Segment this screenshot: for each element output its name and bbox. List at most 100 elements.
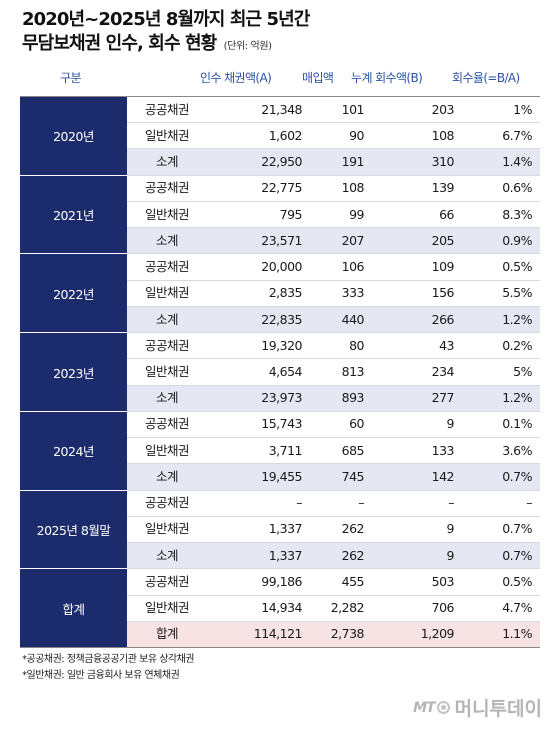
cell-type: 일반채권 (144, 442, 190, 458)
cell-recovery: 66 (439, 206, 454, 222)
table-row: 공공채권 15,743 60 9 0.1% (127, 412, 540, 439)
cell-acquisition: 1,337 (268, 521, 303, 537)
cell-rate: 1.2% (502, 390, 532, 406)
cell-type: 소계 (155, 468, 179, 484)
cell-rate: – (526, 495, 532, 511)
cell-rate: 6.7% (502, 127, 532, 143)
cell-type: 공공채권 (144, 337, 190, 353)
cell-type: 소계 (155, 390, 179, 406)
cell-rate: 4.7% (502, 600, 532, 616)
cell-type: 일반채권 (144, 521, 190, 537)
unit-note: (단위: 억원) (223, 41, 272, 52)
cell-type: 공공채권 (144, 495, 190, 511)
cell-acquisition: 99,186 (261, 573, 302, 589)
footnote-general: *일반채권: 일반 금융회사 보유 연체채권 (22, 670, 180, 681)
cell-purchase: 80 (349, 337, 364, 353)
cell-rate: 0.7% (502, 547, 532, 563)
title-block: 2020년~2025년 8월까지 최근 5년간 무담보채권 인수, 회수 현황 … (22, 8, 310, 59)
cell-purchase: 2,738 (330, 626, 365, 642)
table-bottom-rule (20, 647, 540, 648)
year-group: 2025년 8월말 공공채권 – – – – 일반채권 1,337 262 9 0.7% 소계 1,33… (20, 490, 540, 570)
subtotal-row: 소계 23,571 207 205 0.9% (127, 228, 540, 255)
cell-acquisition: 15,743 (261, 416, 302, 432)
cell-acquisition: 22,835 (261, 311, 302, 327)
cell-recovery: 706 (431, 600, 455, 616)
table-row: 공공채권 99,186 455 503 0.5% (127, 569, 540, 596)
cell-acquisition: 23,571 (261, 232, 302, 248)
year-label: 2022년 (20, 254, 127, 334)
cell-recovery: 139 (431, 180, 455, 196)
year-group: 합계 공공채권 99,186 455 503 0.5% 일반채권 14,934 2,282 706… (20, 569, 540, 649)
cell-purchase: 207 (341, 232, 365, 248)
table-row: 일반채권 14,934 2,282 706 4.7% (127, 596, 540, 622)
cell-recovery: – (448, 495, 454, 511)
cell-rate: 5.5% (502, 285, 532, 301)
year-group: 2020년 공공채권 21,348 101 203 1% 일반채권 1,602 90 108 6.7… (20, 97, 540, 176)
cell-recovery: 1,209 (420, 626, 455, 642)
cell-purchase: 262 (341, 521, 365, 537)
table-row: 공공채권 20,000 106 109 0.5% (127, 254, 540, 281)
cell-rate: 1% (513, 101, 532, 117)
cell-recovery: 203 (431, 101, 455, 117)
table-row: 일반채권 4,654 813 234 5% (127, 359, 540, 386)
subtotal-row: 소계 19,455 745 142 0.7% (127, 464, 540, 491)
cell-rate: 1.1% (502, 626, 532, 642)
cell-purchase: 2,282 (330, 600, 365, 616)
cell-rate: 3.6% (502, 442, 532, 458)
cell-purchase: 893 (341, 390, 365, 406)
cell-recovery: 266 (431, 311, 455, 327)
cell-purchase: 813 (341, 364, 365, 379)
cell-purchase: 745 (341, 468, 365, 484)
cell-rate: 0.5% (502, 259, 532, 275)
cell-acquisition: 1,337 (268, 547, 303, 563)
publisher-logo: MT 머니투데이 (413, 694, 542, 721)
cell-type: 일반채권 (144, 127, 190, 143)
year-label: 2021년 (20, 175, 127, 255)
footnote-public: *공공채권: 정책금융공공기관 보유 상각채권 (22, 654, 195, 665)
logo-circle-icon (436, 701, 450, 714)
cell-acquisition: 23,973 (261, 390, 302, 406)
title-main: 무담보채권 인수, 회수 현황 (22, 33, 217, 54)
cell-recovery: 9 (446, 416, 455, 432)
cell-acquisition: 21,348 (261, 101, 302, 117)
table-header: 구분 인수 채권액(A) 매입액 누계 회수액(B) 회수율(=B/A) (20, 69, 540, 89)
cell-type: 공공채권 (144, 416, 190, 432)
subtotal-row: 합계 114,121 2,738 1,209 1.1% (127, 621, 540, 649)
cell-acquisition: 3,711 (268, 442, 303, 458)
cell-acquisition: 14,934 (261, 600, 302, 616)
cell-acquisition: 795 (279, 206, 303, 222)
cell-rate: 0.2% (502, 337, 532, 353)
cell-type: 소계 (155, 154, 179, 170)
footnotes: *공공채권: 정책금융공공기관 보유 상각채권 *일반채권: 일반 금융회사 보… (22, 652, 195, 684)
cell-purchase: 262 (341, 547, 365, 563)
title-line-1: 2020년~2025년 8월까지 최근 5년간 (22, 9, 310, 30)
cell-purchase: 90 (349, 127, 364, 143)
cell-recovery: 205 (431, 232, 455, 248)
year-label: 합계 (20, 569, 127, 649)
header-purchase: 매입액 (302, 71, 334, 85)
cell-acquisition: 114,121 (253, 626, 303, 642)
cell-purchase: 440 (341, 311, 365, 327)
header-category: 구분 (60, 71, 81, 85)
cell-type: 공공채권 (144, 259, 190, 275)
year-label: 2023년 (20, 333, 127, 412)
cell-rate: 8.3% (502, 206, 532, 222)
cell-type: 소계 (155, 547, 179, 563)
cell-acquisition: 22,775 (261, 180, 302, 196)
cell-purchase: 685 (341, 442, 365, 458)
cell-recovery: 108 (431, 127, 455, 143)
cell-purchase: 99 (349, 206, 364, 222)
cell-acquisition: 1,602 (268, 127, 303, 143)
cell-recovery: 310 (431, 154, 455, 170)
cell-type: 소계 (155, 311, 179, 327)
cell-rate: 0.9% (502, 232, 532, 248)
cell-purchase: 108 (341, 180, 365, 196)
recovery-table: 2020년 공공채권 21,348 101 203 1% 일반채권 1,602 90 108 6.7… (20, 96, 540, 649)
table-row: 일반채권 3,711 685 133 3.6% (127, 438, 540, 465)
table-row: 일반채권 1,337 262 9 0.7% (127, 517, 540, 544)
cell-acquisition: 19,455 (261, 468, 302, 484)
cell-rate: 0.1% (502, 416, 532, 432)
cell-acquisition: – (296, 495, 302, 511)
cell-acquisition: 19,320 (261, 337, 302, 353)
cell-type: 공공채권 (144, 180, 190, 196)
